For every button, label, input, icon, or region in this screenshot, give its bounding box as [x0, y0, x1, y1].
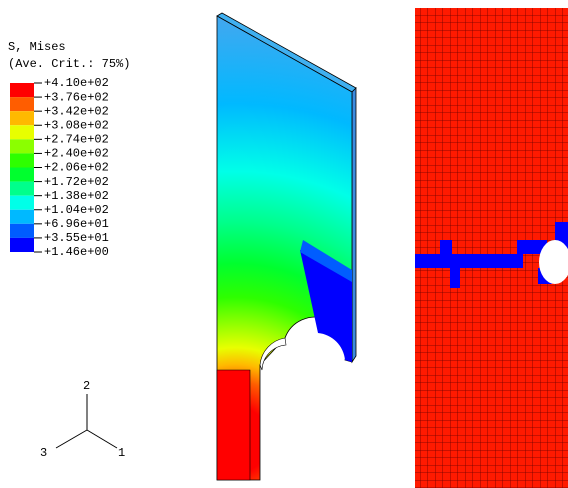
legend-swatch	[10, 111, 34, 125]
legend-bands: +4.10e+02+3.76e+02+3.42e+02+3.08e+02+2.7…	[10, 76, 109, 259]
viewport: S, Mises (Ave. Crit.: 75%) +4.10e+02+3.7…	[0, 0, 568, 488]
legend-swatch	[10, 83, 34, 97]
legend-label: +1.04e+02	[44, 203, 109, 217]
legend-swatch	[10, 210, 34, 224]
legend-label: +3.42e+02	[44, 104, 109, 118]
legend-swatch	[10, 168, 34, 182]
model-mesh	[415, 8, 568, 488]
legend-swatch	[10, 224, 34, 238]
legend-label: +3.76e+02	[44, 90, 109, 104]
legend-label: +4.10e+02	[44, 76, 109, 90]
legend-swatch	[10, 153, 34, 167]
legend-criterion: (Ave. Crit.: 75%)	[8, 57, 130, 71]
legend-label: +2.06e+02	[44, 161, 109, 175]
legend-label: +1.72e+02	[44, 175, 109, 189]
model-contour	[217, 13, 356, 480]
legend-title: S, Mises	[8, 40, 66, 54]
triad-label: 1	[118, 446, 125, 460]
triad-label: 2	[83, 379, 90, 393]
legend-label: +3.55e+01	[44, 231, 109, 245]
legend-swatch	[10, 139, 34, 153]
triad-label: 3	[40, 446, 47, 460]
legend-swatch	[10, 196, 34, 210]
legend-label: +2.40e+02	[44, 147, 109, 161]
legend-label: +6.96e+01	[44, 217, 109, 231]
triad	[56, 394, 117, 448]
legend-label: +3.08e+02	[44, 118, 109, 132]
legend-label: +1.38e+02	[44, 189, 109, 203]
legend-swatch	[10, 238, 34, 252]
legend-label: +1.46e+00	[44, 245, 109, 259]
legend-swatch	[10, 125, 34, 139]
legend-swatch	[10, 182, 34, 196]
legend: S, Mises (Ave. Crit.: 75%) +4.10e+02+3.7…	[8, 40, 130, 259]
legend-swatch	[10, 97, 34, 111]
legend-label: +2.74e+02	[44, 133, 109, 147]
